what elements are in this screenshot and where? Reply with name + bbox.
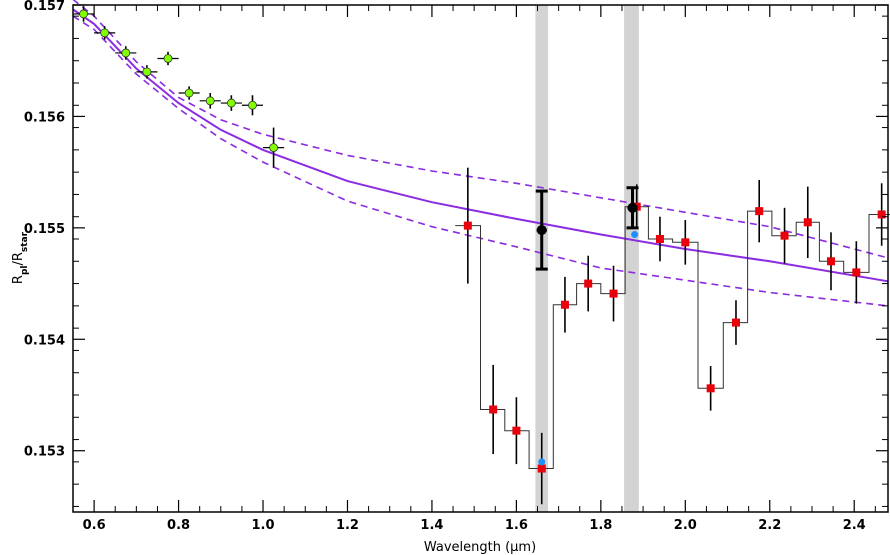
data-point — [681, 238, 690, 247]
model-lower-bound-line — [72, 15, 889, 307]
data-point — [852, 268, 861, 277]
step-line — [455, 206, 890, 469]
data-point — [142, 67, 152, 77]
y-tick-label: 0.156 — [24, 110, 65, 125]
axis-ticks — [73, 4, 888, 512]
data-point — [536, 225, 547, 236]
data-point — [226, 98, 236, 108]
data-points — [73, 6, 886, 505]
x-tick-label: 0.6 — [83, 518, 106, 533]
plot-frame — [72, 4, 889, 513]
data-point — [463, 221, 472, 230]
y-tick-label: 0.153 — [24, 445, 65, 460]
data-point — [100, 28, 110, 38]
x-tick-label: 1.0 — [252, 518, 275, 533]
x-axis-title: Wavelength (μm) — [424, 540, 536, 555]
x-tick-label: 1.4 — [420, 518, 443, 533]
y-axis-title: Rpl/Rstar — [11, 231, 30, 284]
data-point — [184, 88, 194, 98]
data-point — [584, 279, 593, 288]
data-point — [706, 384, 715, 393]
x-tick-label: 2.4 — [843, 518, 866, 533]
highlight-band — [624, 5, 639, 512]
binned-step-line — [455, 206, 890, 469]
x-tick-labels: 0.6 0.8 1.0 1.2 1.4 1.6 1.8 2.0 2.2 2.4 — [83, 518, 866, 533]
x-tick-label: 2.0 — [674, 518, 697, 533]
data-point — [631, 231, 639, 239]
y-tick-label: 0.157 — [24, 0, 65, 14]
data-point — [205, 96, 215, 106]
x-tick-label: 2.2 — [758, 518, 781, 533]
data-point — [538, 458, 546, 466]
data-point — [79, 9, 88, 19]
x-tick-label: 1.2 — [336, 518, 359, 533]
data-point — [826, 257, 835, 266]
y-tick-labels: 0.153 0.154 0.155 0.156 0.157 — [24, 0, 65, 460]
x-tick-label: 0.8 — [167, 518, 190, 533]
data-point — [755, 207, 764, 216]
x-tick-label: 1.8 — [589, 518, 612, 533]
data-point — [121, 48, 131, 58]
data-point — [269, 143, 278, 153]
data-point — [489, 405, 498, 414]
y-tick-label: 0.154 — [24, 333, 65, 348]
data-point — [248, 100, 257, 110]
highlight-bands — [535, 5, 639, 512]
data-point — [655, 235, 664, 243]
data-point — [731, 318, 740, 327]
data-point — [163, 54, 173, 63]
data-point — [560, 300, 569, 309]
y-tick-label: 0.155 — [24, 222, 65, 237]
data-point — [512, 426, 521, 435]
model-upper-bound-line — [72, 0, 889, 259]
data-point — [627, 202, 638, 213]
data-point — [780, 231, 789, 240]
data-point — [537, 464, 546, 473]
data-point — [609, 289, 618, 298]
x-tick-label: 1.6 — [505, 518, 528, 533]
data-point — [803, 218, 812, 227]
data-point — [877, 210, 886, 219]
